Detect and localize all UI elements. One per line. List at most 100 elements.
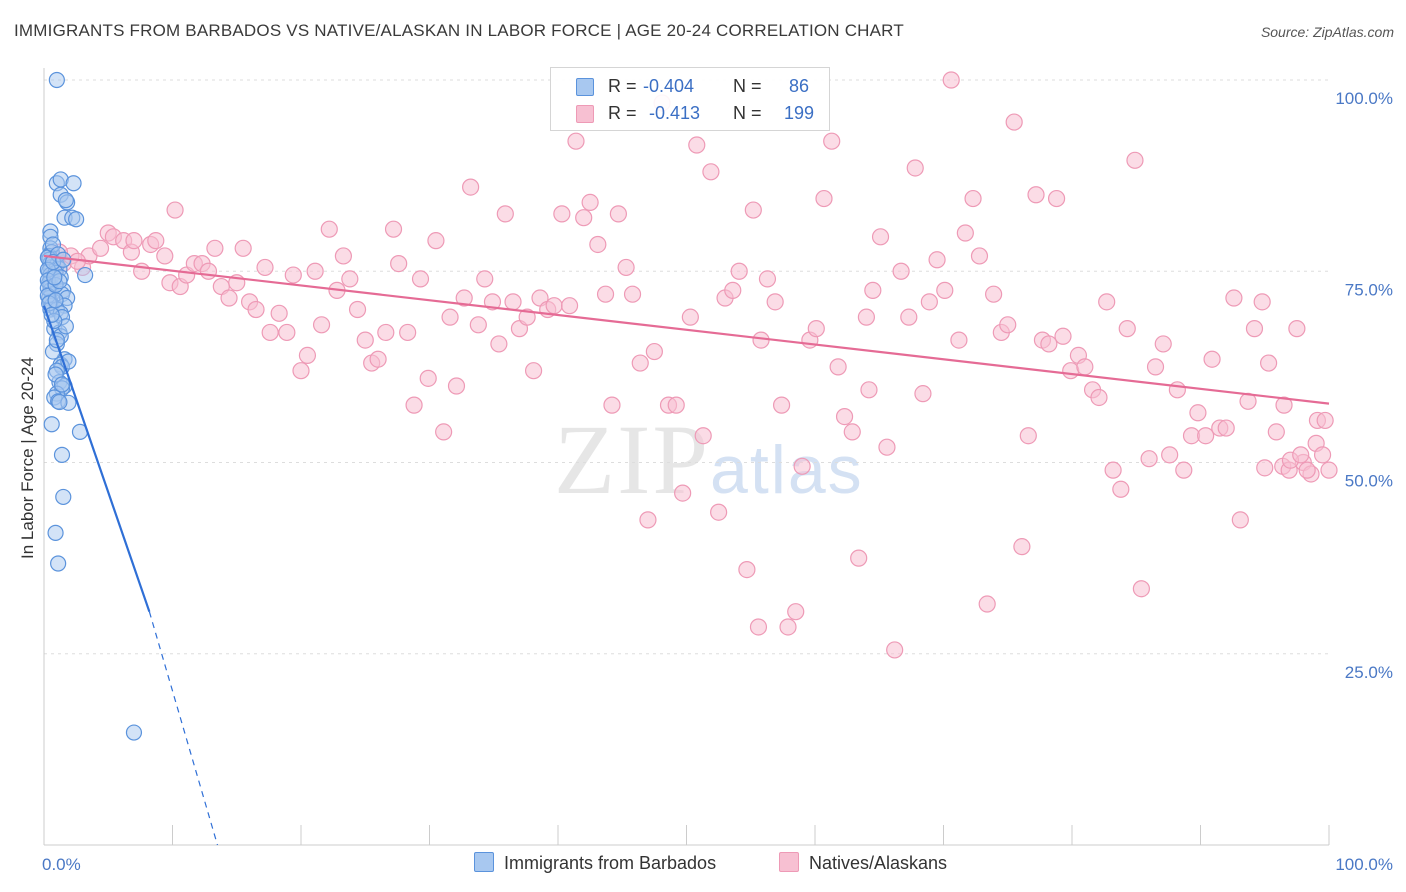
natives-alaskans-point: [278, 323, 296, 342]
axes: [43, 68, 1330, 846]
natives-alaskans-point: [320, 220, 338, 238]
natives-alaskans-point: [871, 228, 890, 246]
natives-alaskans-point: [256, 258, 274, 277]
natives-alaskans-point: [674, 484, 692, 502]
barbados-point: [77, 266, 94, 284]
bottom-legend-barbados: Immigrants from Barbados: [474, 852, 716, 874]
natives-alaskans-point: [1313, 446, 1332, 464]
natives-alaskans-point: [483, 293, 502, 311]
natives-alaskans-point: [447, 377, 466, 395]
natives-alaskans-point: [772, 396, 791, 414]
natives-alaskans-point: [744, 201, 762, 219]
natives-alaskans-point: [835, 408, 854, 426]
natives-alaskans-point: [886, 641, 904, 659]
barbados-point: [43, 416, 60, 433]
natives-alaskans-point: [914, 385, 932, 403]
natives-alaskans-point: [220, 289, 238, 307]
natives-alaskans-point: [787, 603, 805, 621]
natives-alaskans-point: [596, 285, 615, 303]
natives-alaskans-point: [1231, 511, 1249, 529]
natives-alaskans-point: [270, 304, 288, 322]
natives-alaskans-point: [1292, 446, 1310, 464]
natives-alaskans-point: [560, 297, 579, 315]
natives-alaskans-point: [261, 323, 279, 342]
legend-r-value: -0.413: [649, 103, 701, 123]
barbados-point: [55, 488, 72, 506]
y-tick-label: 25.0%: [1345, 663, 1393, 682]
natives-alaskans-point: [348, 300, 367, 319]
natives-alaskans-point: [843, 423, 861, 441]
y-tick-label: 50.0%: [1345, 472, 1393, 491]
natives-alaskans-point: [779, 618, 797, 636]
natives-alaskans-point: [1126, 151, 1144, 169]
natives-alaskans-point: [125, 232, 143, 250]
bottom-legend-swatch-natives: [779, 852, 799, 872]
natives-alaskans-point: [356, 331, 374, 349]
natives-alaskans-point: [1019, 427, 1037, 445]
barbados-point: [51, 393, 68, 411]
natives-alaskans-point: [1175, 461, 1193, 479]
natives-alaskans-point: [749, 618, 768, 636]
natives-alaskans-point: [860, 381, 878, 399]
natives-alaskans-point: [1197, 427, 1215, 445]
natives-alaskans-point: [390, 255, 408, 273]
barbados-point: [47, 292, 64, 309]
natives-alaskans-point: [1225, 289, 1243, 307]
natives-alaskans-point: [298, 346, 317, 364]
natives-alaskans-points: [45, 71, 1338, 659]
natives-alaskans-point: [1267, 423, 1285, 441]
natives-alaskans-point: [936, 281, 954, 299]
natives-alaskans-point: [1168, 381, 1186, 399]
natives-alaskans-point: [639, 511, 657, 529]
y-tick-label: 100.0%: [1335, 89, 1393, 108]
natives-alaskans-point: [752, 331, 770, 349]
natives-alaskans-point: [688, 136, 706, 154]
natives-alaskans-point: [369, 350, 387, 368]
bottom-legend-label-natives: Natives/Alaskans: [809, 853, 948, 873]
natives-alaskans-point: [1118, 320, 1136, 338]
natives-alaskans-point: [427, 232, 445, 250]
natives-alaskans-point: [553, 205, 571, 223]
natives-alaskans-point: [441, 308, 459, 326]
natives-alaskans-point: [758, 270, 777, 288]
legend-r-label: R =: [608, 103, 637, 123]
natives-alaskans-point: [1098, 293, 1116, 311]
bottom-legend-label-barbados: Immigrants from Barbados: [504, 853, 717, 873]
x-tick-label: 0.0%: [42, 855, 81, 874]
natives-alaskans-point: [710, 503, 728, 521]
natives-alaskans-point: [631, 354, 649, 372]
legend: R = -0.404 N = 86 R = -0.413 N = 199: [550, 67, 830, 131]
natives-alaskans-trend-line: [43, 254, 1330, 405]
barbados-point: [53, 446, 71, 463]
natives-alaskans-point: [462, 178, 480, 196]
natives-alaskans-point: [1260, 354, 1278, 372]
natives-alaskans-point: [829, 358, 847, 376]
legend-r-label: R =: [608, 76, 637, 96]
natives-alaskans-point: [405, 396, 423, 414]
natives-alaskans-point: [999, 316, 1017, 334]
barbados-point: [68, 211, 85, 228]
natives-alaskans-point: [942, 71, 960, 89]
barbados-point: [65, 175, 82, 192]
barbados-point: [57, 192, 74, 209]
natives-alaskans-point: [292, 362, 310, 380]
natives-alaskans-point: [399, 323, 417, 342]
natives-alaskans-point: [435, 423, 453, 441]
natives-alaskans-point: [956, 224, 974, 242]
natives-alaskans-point: [694, 427, 712, 445]
natives-alaskans-point: [603, 396, 621, 414]
natives-alaskans-point: [166, 201, 184, 219]
y-tick-label: 75.0%: [1345, 280, 1393, 299]
natives-alaskans-point: [1062, 362, 1080, 380]
natives-alaskans-point: [455, 289, 473, 307]
natives-alaskans-point: [199, 262, 218, 280]
natives-alaskans-point: [1288, 320, 1306, 338]
barbados-point: [53, 376, 71, 393]
natives-alaskans-point: [91, 239, 110, 257]
trend-lines: [42, 254, 1330, 846]
natives-alaskans-point: [1253, 293, 1271, 311]
natives-alaskans-point: [681, 308, 699, 326]
natives-alaskans-point: [469, 316, 487, 334]
natives-alaskans-point: [857, 308, 876, 326]
natives-alaskans-point: [964, 189, 982, 208]
